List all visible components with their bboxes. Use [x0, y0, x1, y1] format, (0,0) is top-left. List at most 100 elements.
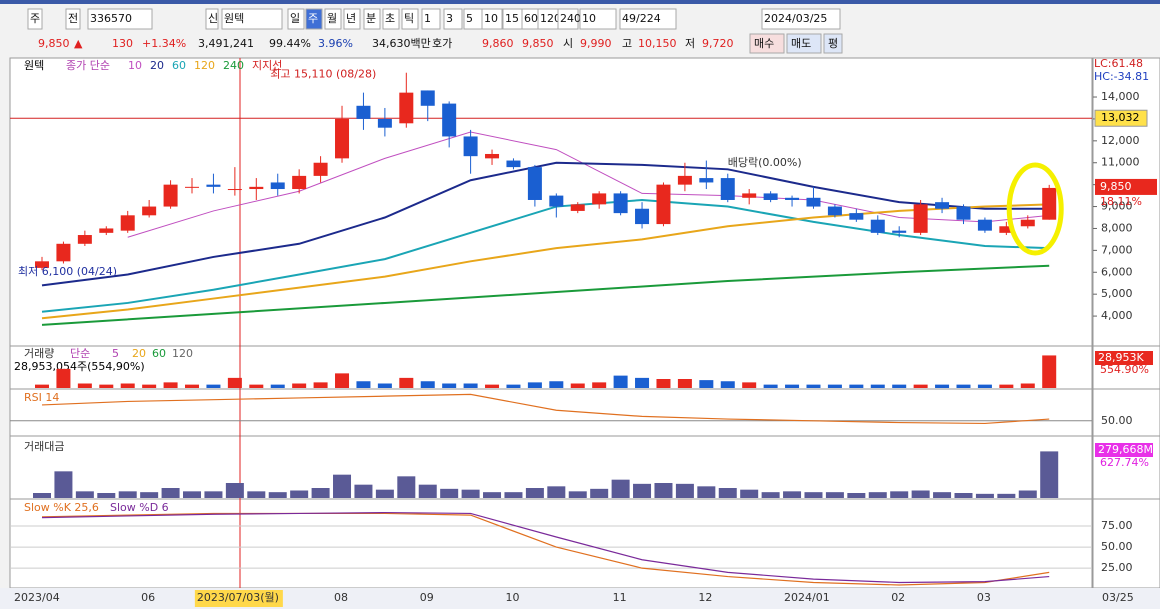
toolbar-button[interactable]	[619, 8, 677, 30]
trade-button[interactable]	[786, 33, 822, 54]
toolbar-button[interactable]	[65, 8, 81, 30]
volume-bar	[77, 383, 92, 388]
moving-average	[127, 131, 1050, 238]
toolbar-button[interactable]	[287, 8, 305, 30]
plot-area	[9, 57, 1093, 589]
value-bar	[547, 486, 566, 498]
volume-bar	[377, 383, 392, 388]
panel-title: 거래대금	[24, 440, 64, 453]
value-bar	[975, 493, 994, 498]
ma-legend-title: 종가 단순	[66, 59, 110, 72]
toolbar-button[interactable]	[205, 8, 219, 30]
volume-bar	[635, 377, 650, 388]
candle-body	[677, 175, 692, 185]
value-bar	[118, 491, 137, 498]
legend-entry: 20	[132, 347, 146, 360]
panel-title: 거래량	[24, 347, 54, 360]
toolbar-label: 120	[540, 12, 561, 25]
volume-bar	[742, 382, 757, 388]
value-bar	[140, 492, 159, 498]
volume-bar	[99, 384, 114, 388]
candle-body	[592, 193, 607, 205]
toolbar-button[interactable]	[305, 8, 323, 30]
candle-body	[742, 193, 757, 198]
y-tick-label: 7,000	[1101, 243, 1133, 256]
toolbar-label: 3	[446, 12, 453, 25]
y-tick-label: 75.00	[1101, 519, 1133, 532]
quote-field: 10,150	[638, 37, 677, 50]
toolbar-button[interactable]	[343, 8, 361, 30]
candle-body	[1020, 219, 1035, 227]
toolbar-button[interactable]	[382, 8, 400, 30]
highlight	[1006, 162, 1064, 256]
value-bar	[633, 483, 652, 498]
volume-bar	[227, 377, 242, 388]
toolbar-button[interactable]	[557, 8, 579, 30]
quote-field: 9,850	[522, 37, 554, 50]
value-bar	[161, 488, 180, 498]
candle-body	[635, 208, 650, 225]
value-bar	[54, 471, 73, 498]
y-tick-label: 25.00	[1101, 561, 1133, 574]
value-bar	[461, 489, 480, 498]
value-bar	[97, 493, 116, 498]
volume-bar	[613, 375, 628, 388]
candle-body	[1042, 187, 1057, 220]
y-tick-label: 14,000	[1101, 90, 1140, 103]
toolbar-button[interactable]	[87, 8, 153, 30]
toolbar-button[interactable]	[443, 8, 463, 30]
toolbar-button[interactable]	[324, 8, 342, 30]
trade-button[interactable]	[749, 33, 785, 54]
candle-body	[77, 235, 92, 244]
candle-body	[442, 103, 457, 137]
value-bar	[183, 491, 202, 498]
quote-field: 9,720	[702, 37, 734, 50]
quote-field: 고	[622, 37, 632, 50]
toolbar-button[interactable]	[421, 8, 441, 30]
volume-bar	[913, 384, 928, 388]
volume-bar	[999, 384, 1014, 388]
value-bar	[440, 488, 459, 498]
toolbar-button[interactable]	[27, 8, 43, 30]
toolbar-button[interactable]	[363, 8, 381, 30]
value-bar	[247, 491, 266, 498]
x-tick-label: 09	[420, 591, 434, 604]
y-tick-label: 50.00	[1101, 540, 1133, 553]
candle-body	[463, 136, 478, 157]
candle-body	[870, 219, 885, 233]
candle-body	[506, 160, 521, 168]
toolbar-label: 전	[68, 12, 78, 25]
value-bar	[997, 493, 1016, 498]
value-bar	[847, 493, 866, 498]
toolbar-label: 240	[560, 12, 581, 25]
candle-body	[527, 167, 542, 200]
toolbar-button[interactable]	[481, 8, 503, 30]
value-bar	[825, 492, 844, 498]
y-tick-label: 11,000	[1101, 156, 1140, 169]
volume-bar	[206, 384, 221, 388]
y-tick-label: 4,000	[1101, 309, 1133, 322]
candle-body	[785, 197, 800, 200]
panel-title: RSI 14	[24, 391, 59, 404]
volume-bar	[35, 384, 49, 388]
quote-field: 9,990	[580, 37, 612, 50]
volume-bar	[549, 381, 564, 388]
toolbar-label: 1	[424, 12, 431, 25]
toolbar-button[interactable]	[401, 8, 419, 30]
toolbar-button[interactable]	[761, 8, 841, 30]
candle-body	[292, 175, 307, 190]
toolbar-button[interactable]	[221, 8, 283, 30]
value-bar	[890, 491, 909, 498]
candle-body	[420, 90, 435, 106]
quote-field: 평	[828, 37, 838, 50]
value-bar	[1040, 451, 1059, 498]
y-tick-label: 50.00	[1101, 414, 1133, 427]
trade-button[interactable]	[823, 33, 843, 54]
volume-bar	[699, 380, 714, 388]
value-bar	[868, 492, 887, 498]
y-tick-label: 8,000	[1101, 221, 1133, 234]
toolbar-button[interactable]	[579, 8, 617, 30]
volume-bar	[849, 384, 864, 388]
x-tick-label: 12	[698, 591, 712, 604]
